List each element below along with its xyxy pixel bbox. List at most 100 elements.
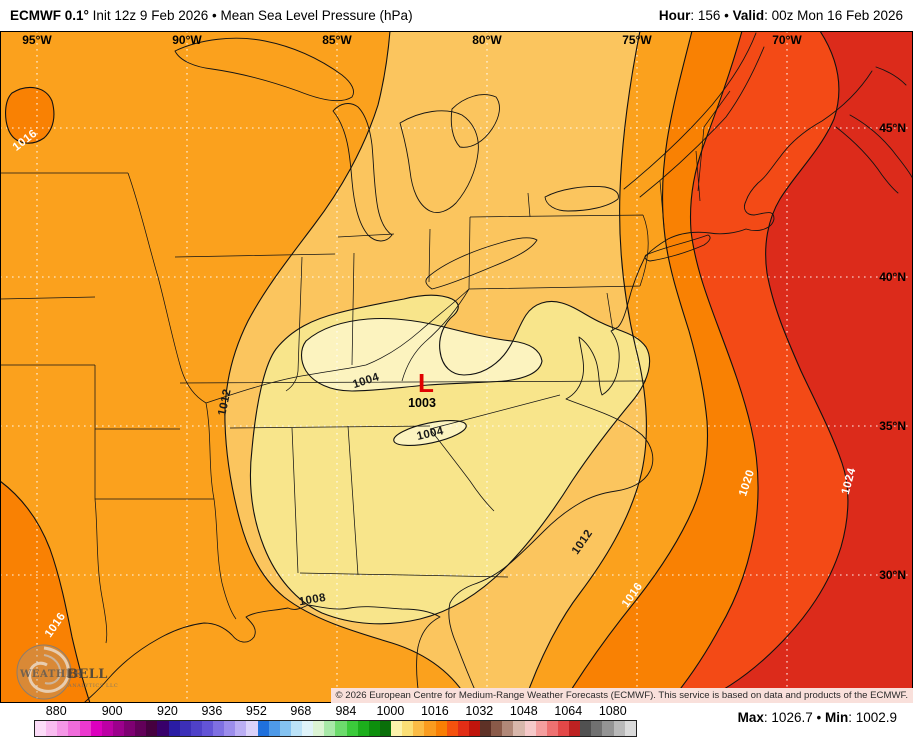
- grid-labels: 95°W 90°W 85°W 80°W 75°W 70°W 45°N 40°N …: [22, 33, 906, 582]
- isobar-1016-closed: [5, 86, 55, 144]
- state-borders: [0, 90, 731, 644]
- colorbar-swatch: [190, 721, 202, 736]
- maritimes-coast: [835, 66, 913, 194]
- low-pressure-marker: L 1003: [408, 368, 436, 410]
- isobar-label: 1008: [298, 592, 327, 609]
- colorbar-swatch: [402, 721, 414, 736]
- isobar-1004: [300, 317, 543, 392]
- legend: 880 900 920 936 952 968 984 1000 1016 1032 1048 106…: [0, 703, 913, 750]
- logo-text-bell: BELL: [67, 667, 108, 682]
- colorbar-swatch: [135, 721, 147, 736]
- colorbar-tick-label: 880: [45, 704, 67, 718]
- colorbar-swatch: [480, 721, 492, 736]
- low-value: 1003: [408, 396, 436, 410]
- colorbar-swatch: [101, 721, 113, 736]
- colorbar-swatch: [602, 721, 614, 736]
- colorbar-swatch: [591, 721, 603, 736]
- colorbar-swatch: [35, 721, 47, 736]
- low-symbol: L: [418, 368, 434, 398]
- colorbar-swatch: [90, 721, 102, 736]
- colorbar-tick-label: 984: [335, 704, 357, 718]
- colorbar-tick-label: 920: [156, 704, 178, 718]
- colorbar-swatch: [446, 721, 458, 736]
- colorbar-swatch: [235, 721, 247, 736]
- colorbar-swatch: [468, 721, 480, 736]
- colorbar-swatch: [491, 721, 503, 736]
- colorbar-swatch: [268, 721, 280, 736]
- lon-label: 95°W: [22, 33, 52, 47]
- colorbar-swatch: [346, 721, 358, 736]
- gulf-coastline: [83, 604, 441, 703]
- lat-label: 45°N: [879, 121, 906, 135]
- logo-swirl-arc: [28, 646, 70, 693]
- colorbar-swatch: [302, 721, 314, 736]
- lon-label: 70°W: [772, 33, 802, 47]
- lake-michigan: [332, 103, 393, 242]
- logo-swirl-arc-inner: [43, 654, 62, 685]
- colorbar-tick-label: 1064: [554, 704, 583, 718]
- lake-ontario: [544, 186, 619, 212]
- colorbar-swatch: [201, 721, 213, 736]
- lake-erie: [425, 237, 538, 290]
- colorbar-tick-label: 936: [201, 704, 223, 718]
- colorbar-swatch: [502, 721, 514, 736]
- colorbar-swatch: [513, 721, 525, 736]
- logo-text-weather: WEATHER: [19, 669, 83, 680]
- isobar-1008: [249, 294, 651, 625]
- colorbar-swatch: [324, 721, 336, 736]
- colorbar-swatch: [435, 721, 447, 736]
- isobar-1020: [668, 31, 759, 703]
- colorbar-swatch: [246, 721, 258, 736]
- colorbar-swatch: [524, 721, 536, 736]
- colorbar: [34, 720, 637, 737]
- isobar-1004-oval: [393, 420, 467, 446]
- colorbar-swatch: [157, 721, 169, 736]
- colorbar-swatch: [557, 721, 569, 736]
- colorbar-swatch: [124, 721, 136, 736]
- model-name: ECMWF 0.1°: [10, 8, 89, 23]
- colorbar-swatch: [68, 721, 80, 736]
- isobar-1016-east: [562, 31, 709, 703]
- colorbar-swatch: [335, 721, 347, 736]
- isobar-1024: [696, 31, 849, 703]
- colorbar-tick-labels: 880 900 920 936 952 968 984 1000 1016 1032 1048 106…: [34, 704, 635, 719]
- colorbar-swatch: [79, 721, 91, 736]
- colorbar-swatch: [569, 721, 581, 736]
- colorbar-swatch: [368, 721, 380, 736]
- colorbar-swatch: [535, 721, 547, 736]
- colorbar-tick-label: 1032: [465, 704, 494, 718]
- lon-label: 75°W: [622, 33, 652, 47]
- colorbar-swatch: [279, 721, 291, 736]
- colorbar-swatch: [46, 721, 58, 736]
- isobar-1016-west: [0, 480, 91, 703]
- pressure-fill-layer: [0, 31, 913, 703]
- colorbar-swatch: [224, 721, 236, 736]
- colorbar-swatch: [391, 721, 403, 736]
- colorbar-swatch: [424, 721, 436, 736]
- colorbar-swatch: [580, 721, 592, 736]
- colorbar-tick-label: 1048: [509, 704, 538, 718]
- isobar-label: 1012: [216, 388, 233, 417]
- colorbar-tick-label: 968: [290, 704, 312, 718]
- colorbar-swatch: [168, 721, 180, 736]
- colorbar-swatch: [357, 721, 369, 736]
- lon-label: 85°W: [322, 33, 352, 47]
- map-title: ECMWF 0.1° Init 12z 9 Feb 2026 • Mean Se…: [10, 8, 413, 23]
- colorbar-tick-label: 1016: [420, 704, 449, 718]
- colorbar-swatch: [213, 721, 225, 736]
- colorbar-swatch: [546, 721, 558, 736]
- colorbar-tick-label: 1000: [376, 704, 405, 718]
- logo-swirl-icon: [16, 644, 72, 700]
- colorbar-swatch: [624, 721, 636, 736]
- lake-superior: [174, 37, 354, 102]
- lake-huron: [399, 110, 479, 214]
- colorbar-tick-label: 900: [101, 704, 123, 718]
- colorbar-swatch: [613, 721, 625, 736]
- copyright-notice: © 2026 European Centre for Medium-Range …: [330, 688, 913, 703]
- lon-label: 80°W: [472, 33, 502, 47]
- colorbar-swatch: [179, 721, 191, 736]
- colorbar-swatch: [457, 721, 469, 736]
- weather-map: 1016 1012 1004 1004 1008 1012 1016 1020 1024 1016…: [0, 31, 913, 703]
